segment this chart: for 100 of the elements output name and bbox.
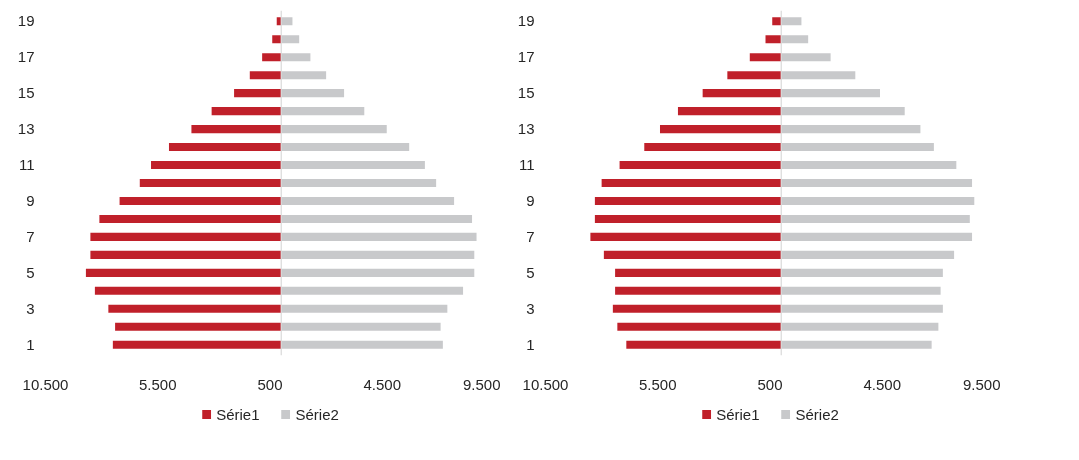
bar xyxy=(115,322,282,331)
y-tick-label: 11 xyxy=(518,156,535,174)
bar xyxy=(108,304,282,313)
bar xyxy=(615,268,782,277)
bar xyxy=(781,268,943,277)
bar xyxy=(781,125,921,134)
y-tick-label: 9 xyxy=(526,191,535,209)
bar xyxy=(281,35,300,44)
y-tick-label: 17 xyxy=(517,48,535,66)
y-tick-label: 19 xyxy=(517,12,535,30)
bar xyxy=(603,250,782,259)
bar xyxy=(659,125,782,134)
bar xyxy=(234,89,282,98)
bar xyxy=(781,340,932,349)
bar xyxy=(168,143,282,152)
legend-label: Série2 xyxy=(795,405,839,423)
y-tick-label: 3 xyxy=(26,299,35,317)
x-tick-label: 9.500 xyxy=(462,375,501,393)
bar xyxy=(119,196,282,206)
bar xyxy=(781,17,802,26)
y-tick-label: 1 xyxy=(26,335,35,353)
bar xyxy=(781,53,831,62)
bar xyxy=(281,340,443,349)
bar xyxy=(619,160,782,170)
bar xyxy=(594,214,782,223)
bar xyxy=(615,286,782,295)
bar xyxy=(590,232,782,241)
y-tick-label: 9 xyxy=(26,191,35,209)
bar xyxy=(626,340,782,349)
bar xyxy=(702,89,782,98)
bar xyxy=(281,107,365,116)
bar xyxy=(281,89,345,98)
bar xyxy=(281,322,441,331)
x-tick-label: 5.500 xyxy=(138,375,177,393)
bar xyxy=(781,35,809,44)
y-tick-label: 11 xyxy=(18,156,35,174)
bar xyxy=(281,304,448,313)
bar xyxy=(281,160,425,170)
bar xyxy=(781,232,973,241)
legend-label: Série1 xyxy=(716,405,760,423)
y-tick-label: 5 xyxy=(526,263,535,281)
bar xyxy=(262,53,282,62)
bar xyxy=(281,286,464,295)
bar xyxy=(601,178,782,188)
x-tick-label: 500 xyxy=(757,375,783,393)
bar xyxy=(281,196,455,206)
bar xyxy=(781,107,905,116)
bar xyxy=(99,214,282,223)
bar xyxy=(281,178,437,188)
bar xyxy=(281,71,327,80)
bar xyxy=(772,17,782,26)
bar xyxy=(281,232,477,241)
y-tick-label: 17 xyxy=(17,48,35,66)
bar xyxy=(90,232,282,241)
bar xyxy=(281,268,475,277)
bar xyxy=(781,178,973,188)
x-tick-label: 4.500 xyxy=(363,375,402,393)
y-tick-label: 19 xyxy=(17,12,35,30)
x-tick-label: 5.500 xyxy=(638,375,677,393)
bar xyxy=(781,143,934,152)
bar xyxy=(151,160,282,170)
bar xyxy=(781,214,970,223)
bar xyxy=(749,53,782,62)
y-tick-label: 15 xyxy=(17,84,35,102)
bar xyxy=(781,89,881,98)
y-tick-label: 7 xyxy=(26,227,35,245)
bar xyxy=(594,196,782,206)
x-tick-label: 10.500 xyxy=(522,375,569,393)
bar xyxy=(191,125,282,134)
bar xyxy=(112,340,282,349)
bar xyxy=(612,304,782,313)
legend-label: Série1 xyxy=(216,405,260,423)
bar xyxy=(781,71,856,80)
y-tick-label: 3 xyxy=(526,299,535,317)
bar xyxy=(677,107,782,116)
bar xyxy=(781,286,941,295)
bar xyxy=(211,107,282,116)
bar xyxy=(781,160,957,170)
legend-label: Série2 xyxy=(295,405,339,423)
bar xyxy=(644,143,782,152)
bar xyxy=(139,178,282,188)
bar xyxy=(727,71,782,80)
bar xyxy=(94,286,282,295)
bar xyxy=(781,304,943,313)
x-tick-label: 500 xyxy=(257,375,283,393)
y-tick-label: 7 xyxy=(526,227,535,245)
bar xyxy=(272,35,282,44)
bar xyxy=(281,214,473,223)
bar xyxy=(781,196,975,206)
x-tick-label: 9.500 xyxy=(962,375,1001,393)
x-tick-label: 10.500 xyxy=(22,375,69,393)
x-tick-label: 4.500 xyxy=(863,375,902,393)
y-tick-label: 13 xyxy=(517,120,535,138)
y-tick-label: 1 xyxy=(526,335,535,353)
y-tick-label: 13 xyxy=(17,120,35,138)
bar xyxy=(281,53,311,62)
bar xyxy=(90,250,282,259)
bar xyxy=(781,322,939,331)
bar xyxy=(617,322,782,331)
bar xyxy=(281,250,475,259)
